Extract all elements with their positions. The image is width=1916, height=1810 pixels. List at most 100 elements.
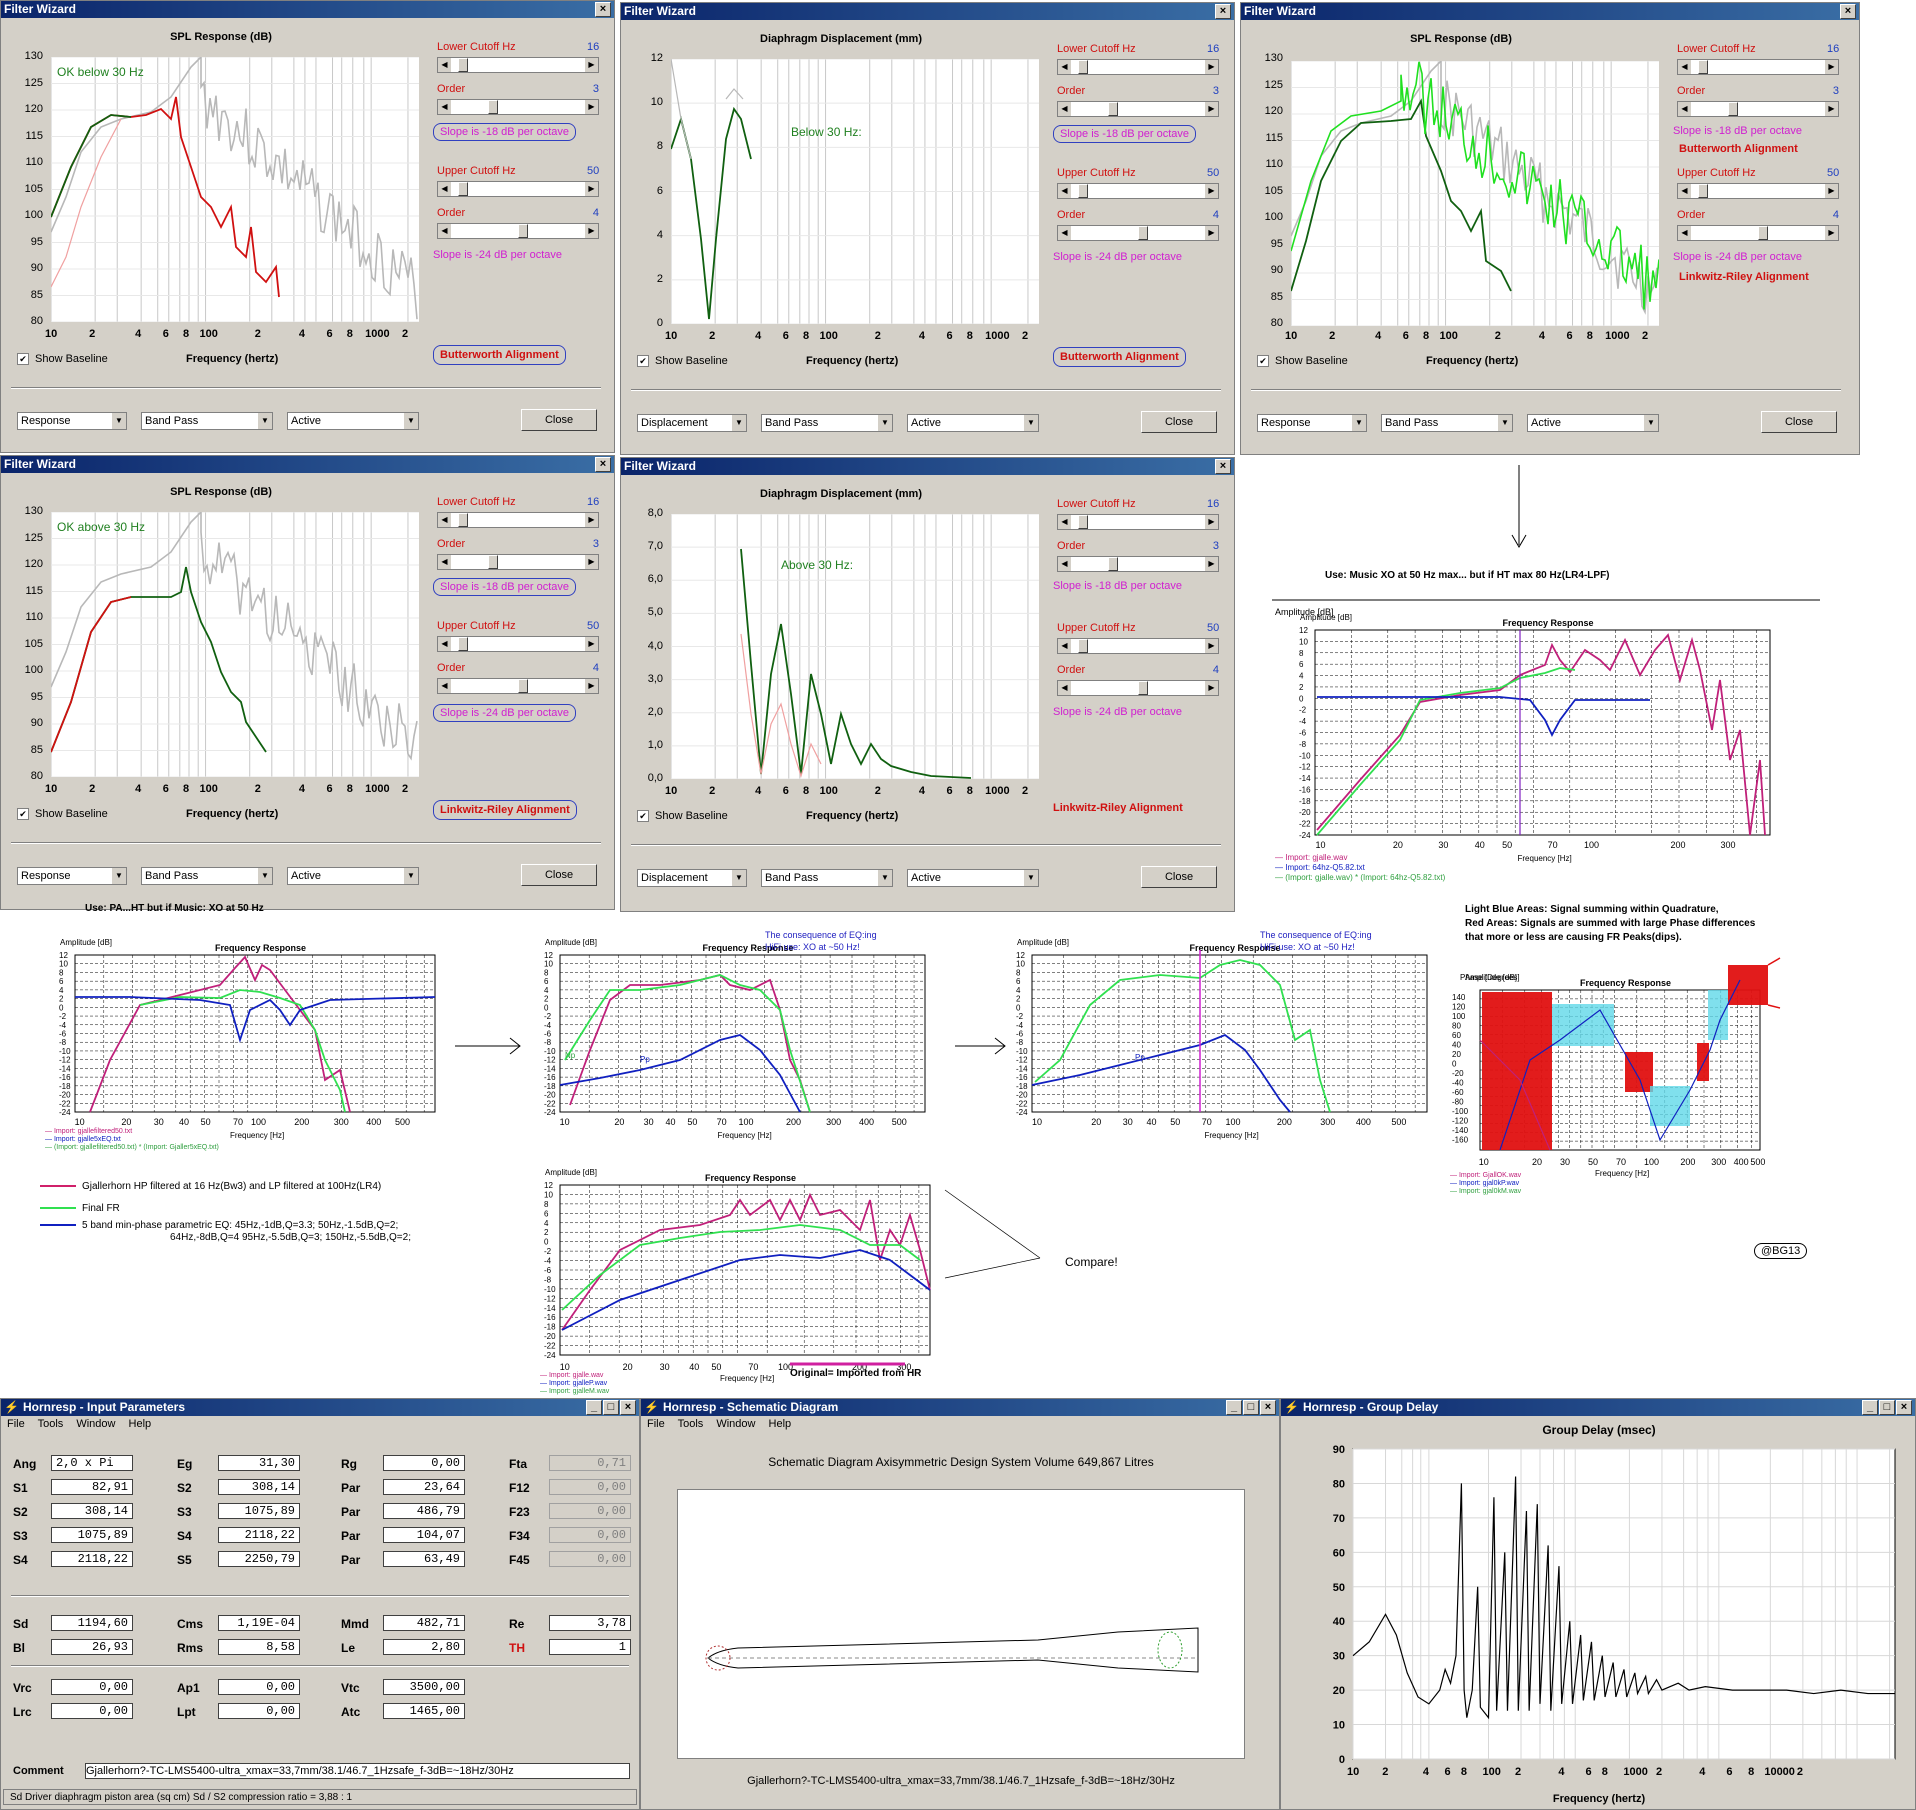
slider-thumb[interactable] — [1078, 184, 1088, 198]
slider-thumb[interactable] — [1078, 60, 1088, 74]
close-icon[interactable]: × — [595, 457, 611, 472]
arrow-right-icon[interactable]: ▶ — [585, 555, 598, 569]
arrow-left-icon[interactable]: ◀ — [1678, 60, 1691, 74]
chevron-down-icon[interactable]: ▼ — [1024, 870, 1038, 886]
close-icon[interactable]: × — [1840, 4, 1856, 19]
arrow-left-icon[interactable]: ◀ — [1678, 102, 1691, 116]
mode-select[interactable]: Active ▼ — [287, 867, 419, 885]
mode-select[interactable]: Active ▼ — [1527, 414, 1659, 432]
cutoff-slider[interactable]: ◀ ▶ — [437, 636, 599, 652]
param-field[interactable]: 1465,00 — [383, 1703, 465, 1719]
arrow-right-icon[interactable]: ▶ — [1205, 639, 1218, 653]
slider-thumb[interactable] — [1698, 184, 1708, 198]
cutoff-slider[interactable]: ◀ ▶ — [437, 99, 599, 115]
param-field[interactable]: 0,71 — [549, 1455, 631, 1471]
param-field[interactable]: 482,71 — [383, 1615, 465, 1631]
arrow-right-icon[interactable]: ▶ — [1205, 226, 1218, 240]
minimize-button[interactable]: _ — [1862, 1400, 1878, 1415]
mode-select[interactable]: Active ▼ — [907, 869, 1039, 887]
arrow-left-icon[interactable]: ◀ — [1058, 184, 1071, 198]
alignment-button[interactable]: Butterworth Alignment — [1053, 347, 1186, 367]
close-button[interactable]: Close — [521, 864, 597, 886]
cutoff-slider[interactable]: ◀ ▶ — [1057, 680, 1219, 696]
mode-select[interactable]: Band Pass ▼ — [141, 867, 273, 885]
arrow-left-icon[interactable]: ◀ — [1058, 557, 1071, 571]
arrow-left-icon[interactable]: ◀ — [1058, 639, 1071, 653]
arrow-left-icon[interactable]: ◀ — [438, 100, 451, 114]
cutoff-slider[interactable]: ◀ ▶ — [437, 223, 599, 239]
cutoff-slider[interactable]: ◀ ▶ — [1057, 638, 1219, 654]
arrow-left-icon[interactable]: ◀ — [1058, 60, 1071, 74]
arrow-left-icon[interactable]: ◀ — [1058, 681, 1071, 695]
slider-thumb[interactable] — [1108, 557, 1118, 571]
arrow-right-icon[interactable]: ▶ — [585, 100, 598, 114]
arrow-left-icon[interactable]: ◀ — [1058, 102, 1071, 116]
param-field[interactable]: 0,00 — [218, 1703, 300, 1719]
cutoff-slider[interactable]: ◀ ▶ — [437, 554, 599, 570]
cutoff-slider[interactable]: ◀ ▶ — [1677, 225, 1839, 241]
close-icon[interactable]: × — [1896, 1400, 1912, 1415]
slider-thumb[interactable] — [488, 100, 498, 114]
arrow-right-icon[interactable]: ▶ — [1825, 226, 1838, 240]
slider-thumb[interactable] — [458, 182, 468, 196]
cutoff-slider[interactable]: ◀ ▶ — [1677, 59, 1839, 75]
param-field[interactable]: 308,14 — [51, 1503, 133, 1519]
close-icon[interactable]: × — [1215, 4, 1231, 19]
arrow-left-icon[interactable]: ◀ — [438, 555, 451, 569]
param-field[interactable]: 23,64 — [383, 1479, 465, 1495]
menu-tools[interactable]: Tools — [677, 1418, 704, 1430]
arrow-left-icon[interactable]: ◀ — [438, 679, 451, 693]
slider-thumb[interactable] — [1078, 515, 1088, 529]
alignment-button[interactable]: Linkwitz-Riley Alignment — [1053, 802, 1183, 814]
arrow-left-icon[interactable]: ◀ — [438, 224, 451, 238]
param-field[interactable]: 0,00 — [549, 1479, 631, 1495]
param-field[interactable]: 2250,79 — [218, 1551, 300, 1567]
show-baseline-checkbox[interactable]: ✔ Show Baseline — [17, 353, 108, 366]
chevron-down-icon[interactable]: ▼ — [258, 413, 272, 429]
slider-thumb[interactable] — [1728, 102, 1738, 116]
param-field[interactable]: 2118,22 — [51, 1551, 133, 1567]
menu-help[interactable]: Help — [128, 1418, 152, 1430]
mode-select[interactable]: Active ▼ — [287, 412, 419, 430]
param-field[interactable]: 2118,22 — [218, 1527, 300, 1543]
cutoff-slider[interactable]: ◀ ▶ — [1057, 59, 1219, 75]
maximize-button[interactable]: □ — [1879, 1400, 1895, 1415]
chevron-down-icon[interactable]: ▼ — [1498, 415, 1512, 431]
param-field[interactable]: 0,00 — [51, 1679, 133, 1695]
arrow-left-icon[interactable]: ◀ — [438, 58, 451, 72]
minimize-button[interactable]: _ — [586, 1400, 602, 1415]
slider-thumb[interactable] — [1758, 226, 1768, 240]
arrow-left-icon[interactable]: ◀ — [438, 182, 451, 196]
mode-select[interactable]: Displacement ▼ — [637, 869, 747, 887]
param-field[interactable]: 0,00 — [549, 1527, 631, 1543]
param-field[interactable]: 0,00 — [549, 1503, 631, 1519]
chevron-down-icon[interactable]: ▼ — [732, 415, 746, 431]
param-field[interactable]: 1 — [549, 1639, 631, 1655]
slider-thumb[interactable] — [458, 637, 468, 651]
menu-help[interactable]: Help — [768, 1418, 792, 1430]
param-field[interactable]: 3,78 — [549, 1615, 631, 1631]
mode-select[interactable]: Response ▼ — [17, 412, 127, 430]
cutoff-slider[interactable]: ◀ ▶ — [1057, 556, 1219, 572]
slider-thumb[interactable] — [1078, 639, 1088, 653]
arrow-right-icon[interactable]: ▶ — [1825, 102, 1838, 116]
param-field[interactable]: 63,49 — [383, 1551, 465, 1567]
slider-thumb[interactable] — [1108, 102, 1118, 116]
chevron-down-icon[interactable]: ▼ — [1352, 415, 1366, 431]
param-field[interactable]: 1194,60 — [51, 1615, 133, 1631]
param-field[interactable]: 1,19E-04 — [218, 1615, 300, 1631]
arrow-right-icon[interactable]: ▶ — [1825, 184, 1838, 198]
arrow-left-icon[interactable]: ◀ — [1058, 515, 1071, 529]
slider-thumb[interactable] — [458, 513, 468, 527]
param-field[interactable]: 3500,00 — [383, 1679, 465, 1695]
arrow-right-icon[interactable]: ▶ — [1205, 557, 1218, 571]
menu-window[interactable]: Window — [76, 1418, 116, 1430]
param-field[interactable]: 486,79 — [383, 1503, 465, 1519]
mode-select[interactable]: Band Pass ▼ — [761, 869, 893, 887]
cutoff-slider[interactable]: ◀ ▶ — [1057, 101, 1219, 117]
arrow-right-icon[interactable]: ▶ — [1205, 102, 1218, 116]
cutoff-slider[interactable]: ◀ ▶ — [437, 678, 599, 694]
show-baseline-checkbox[interactable]: ✔ Show Baseline — [637, 355, 728, 368]
maximize-button[interactable]: □ — [1243, 1400, 1259, 1415]
cutoff-slider[interactable]: ◀ ▶ — [437, 57, 599, 73]
